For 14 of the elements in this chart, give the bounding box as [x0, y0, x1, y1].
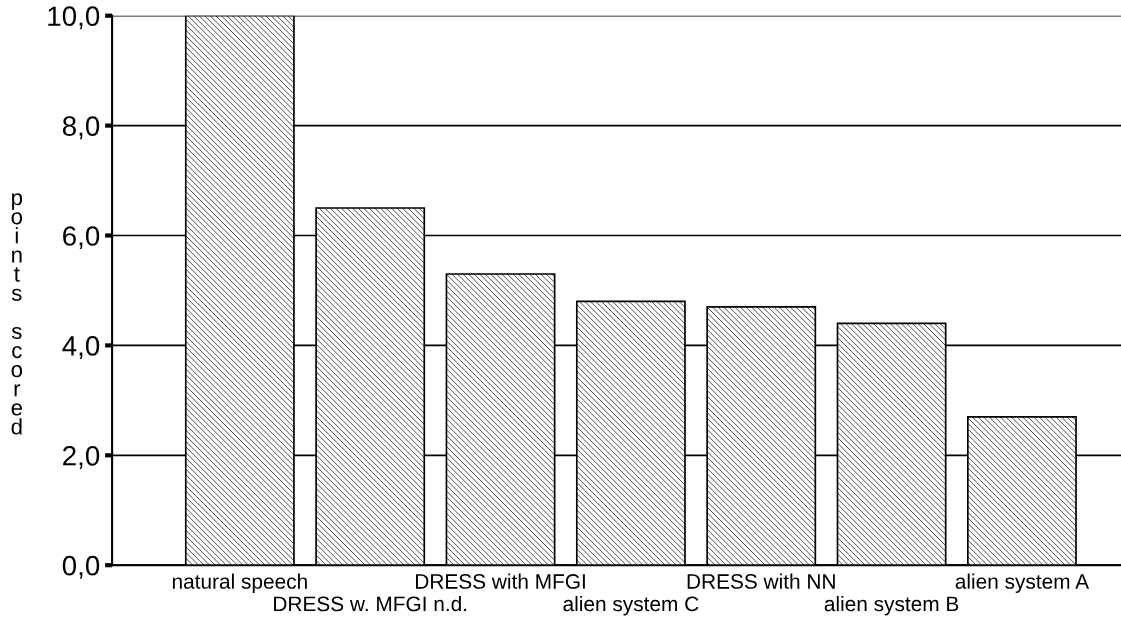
y-tick-label: 6,0	[63, 226, 100, 250]
text: points scored	[11, 193, 23, 435]
x-tick-label: natural speech	[172, 573, 307, 593]
x-tick-label: DRESS with NN	[687, 573, 835, 589]
x-tick-label: alien system B	[824, 595, 959, 616]
y-tick-label: 4,0	[62, 336, 100, 360]
x-tick-label: alien system C	[563, 595, 699, 616]
y-tick-label: 8,0	[62, 116, 100, 140]
y-tick-label: 2,0	[63, 445, 100, 469]
x-tick-label: DRESS w. MFGI n.d.	[274, 595, 467, 612]
y-tick-label: 10,0	[48, 6, 100, 30]
y-tick-label: 0,0	[62, 555, 100, 579]
x-tick-label: alien system A	[955, 573, 1090, 593]
x-tick-label: DRESS with MFGI	[416, 573, 585, 589]
